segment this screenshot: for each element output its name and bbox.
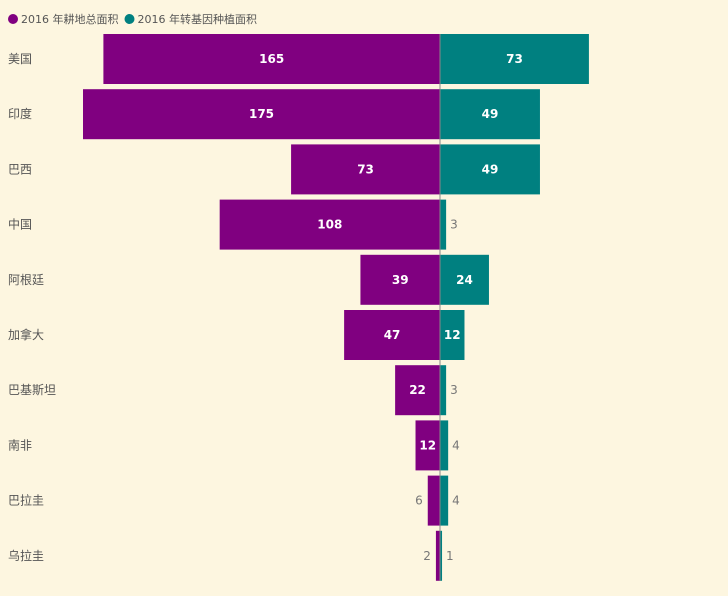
bar-right[interactable]	[440, 310, 465, 360]
bar-right[interactable]	[440, 365, 447, 416]
category-label: 乌拉圭	[8, 548, 44, 563]
value-label-right: 24	[456, 273, 473, 287]
value-label-left: 108	[317, 218, 342, 232]
value-label-left: 73	[357, 162, 374, 176]
value-label-left: 47	[384, 328, 401, 342]
bar-left[interactable]	[360, 254, 440, 305]
bar-left[interactable]	[344, 310, 440, 360]
bar-left[interactable]	[415, 420, 440, 471]
bar-right[interactable]	[440, 199, 447, 250]
category-label: 印度	[8, 106, 32, 121]
bar-right[interactable]	[440, 34, 589, 84]
bars	[83, 34, 589, 581]
category-label: 巴拉圭	[8, 493, 44, 508]
category-label: 巴西	[8, 162, 32, 176]
category-label: 南非	[8, 437, 32, 452]
value-label-left: 22	[409, 383, 426, 397]
value-label-right: 12	[444, 328, 461, 342]
value-label-right: 1	[446, 549, 454, 563]
value-label-right: 4	[452, 438, 460, 452]
legend-label-2[interactable]: 2016 年转基因种植面积	[138, 12, 258, 26]
bar-right[interactable]	[440, 89, 540, 140]
bar-right[interactable]	[440, 254, 489, 305]
bar-left[interactable]	[435, 530, 440, 581]
bar-right[interactable]	[440, 144, 540, 195]
value-label-right: 3	[450, 383, 458, 397]
bar-right[interactable]	[440, 530, 443, 581]
bar-left[interactable]	[427, 475, 440, 526]
value-label-left: 39	[392, 273, 409, 287]
bar-right[interactable]	[440, 420, 449, 471]
value-label-left: 12	[419, 438, 436, 452]
category-label: 阿根廷	[8, 273, 44, 287]
legend-marker-1[interactable]	[8, 14, 18, 24]
legend-marker-2[interactable]	[124, 14, 135, 24]
category-label: 美国	[8, 52, 32, 66]
legend-label-1[interactable]: 2016 年耕地总面积	[21, 12, 119, 26]
bar-left[interactable]	[395, 365, 440, 416]
value-label-left: 165	[259, 52, 284, 66]
value-label-right: 49	[482, 107, 499, 121]
value-label-left: 6	[415, 494, 423, 508]
category-label: 中国	[8, 217, 32, 232]
legend: 2016 年耕地总面积 2016 年转基因种植面积	[8, 12, 257, 26]
value-label-right: 49	[482, 162, 499, 176]
category-label: 加拿大	[8, 327, 44, 342]
value-label-right: 3	[450, 218, 458, 232]
bar-left[interactable]	[83, 89, 440, 140]
bar-left[interactable]	[103, 34, 441, 84]
value-label-right: 4	[452, 494, 460, 508]
value-label-right: 73	[506, 52, 523, 66]
bar-left[interactable]	[219, 199, 440, 250]
category-label: 巴基斯坦	[8, 383, 56, 397]
value-label-left: 175	[249, 107, 274, 121]
value-label-left: 2	[423, 549, 431, 563]
bar-left[interactable]	[291, 144, 440, 195]
bar-right[interactable]	[440, 475, 449, 526]
